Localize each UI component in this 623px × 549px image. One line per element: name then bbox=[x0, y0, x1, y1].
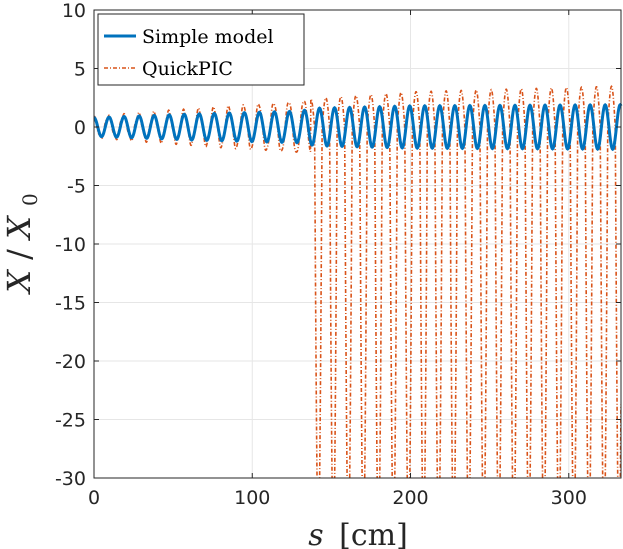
x-tick-label: 300 bbox=[551, 487, 587, 509]
y-tick-label: -15 bbox=[55, 293, 86, 315]
legend-label-simple-model: Simple model bbox=[142, 26, 274, 48]
x-axis-variable: s bbox=[308, 518, 323, 549]
y-axis-denominator: X bbox=[0, 215, 38, 242]
x-tick-label: 200 bbox=[392, 487, 428, 509]
series-quickpic bbox=[94, 85, 621, 478]
y-axis-slash: / bbox=[0, 249, 38, 260]
line-quickpic bbox=[94, 85, 621, 478]
y-tick-label: 0 bbox=[74, 117, 86, 139]
y-tick-label: 10 bbox=[62, 0, 86, 22]
y-tick-label: -5 bbox=[67, 176, 86, 198]
y-tick-labels: 10 5 0 -5 -10 -15 -20 -25 -30 bbox=[55, 0, 86, 490]
line-simple-model bbox=[93, 102, 623, 152]
legend-label-quickpic: QuickPIC bbox=[142, 58, 233, 80]
y-axis-title: X / X 0 bbox=[0, 193, 42, 296]
axis-ticks bbox=[93, 9, 621, 479]
y-tick-label: -25 bbox=[55, 410, 86, 432]
x-tick-label: 0 bbox=[88, 487, 100, 509]
y-tick-label: -10 bbox=[55, 234, 86, 256]
legend: Simple model QuickPIC bbox=[97, 13, 305, 86]
y-tick-label: 5 bbox=[74, 59, 86, 81]
legend-box bbox=[97, 13, 305, 86]
y-axis-denominator-subscript: 0 bbox=[18, 193, 42, 206]
x-axis-unit: [cm] bbox=[339, 518, 408, 549]
series-simple-model bbox=[93, 102, 623, 152]
y-tick-label: -20 bbox=[55, 351, 86, 373]
x-tick-label: 100 bbox=[234, 487, 270, 509]
y-tick-label: -30 bbox=[55, 468, 86, 490]
y-axis-numerator: X bbox=[0, 269, 38, 296]
x-tick-labels: 0 100 200 300 bbox=[88, 487, 587, 509]
x-axis-title: s [cm] bbox=[308, 518, 408, 549]
